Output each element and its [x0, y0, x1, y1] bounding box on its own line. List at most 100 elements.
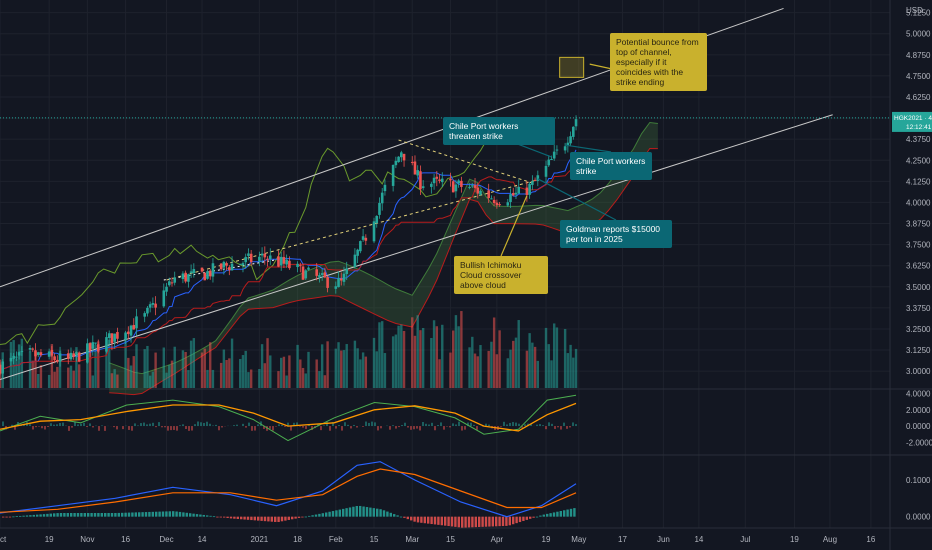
time-tick-label: Mar: [405, 535, 419, 544]
volume-bar: [326, 341, 329, 388]
osc1-histogram-bar: [557, 426, 559, 428]
candle-body: [473, 185, 477, 188]
volume-bar: [550, 360, 553, 388]
macd-histogram-bar: [97, 513, 100, 517]
volume-bar: [301, 367, 305, 388]
osc1-histogram-bar: [197, 421, 199, 427]
osc1-histogram-bar: [233, 425, 235, 427]
osc1-histogram-bar: [296, 422, 298, 427]
macd-histogram-bar: [546, 513, 549, 517]
osc1-histogram-bar: [437, 424, 439, 427]
price-tick-label: 4.2500: [906, 156, 931, 165]
macd-histogram-bar: [386, 511, 389, 517]
volume-bar: [372, 337, 376, 388]
volume-bar: [247, 372, 250, 388]
macd-histogram-bar: [573, 508, 576, 517]
candle-body: [514, 192, 518, 195]
volume-bar: [129, 365, 133, 388]
candle-body: [154, 303, 157, 308]
macd-histogram-bar: [144, 512, 148, 517]
osc1-histogram-bar: [431, 422, 433, 427]
time-tick-label: May: [571, 535, 586, 544]
osc1-orange-line: [0, 402, 577, 432]
osc1-histogram-bar: [83, 422, 85, 427]
volume-bar: [88, 347, 92, 388]
osc1-histogram-bar: [188, 426, 190, 431]
macd-histogram-bar: [372, 508, 375, 517]
candle-body: [12, 355, 15, 359]
osc1-green-line: [0, 394, 577, 442]
volume-bar: [77, 364, 81, 388]
volume-bar: [566, 353, 570, 388]
volume-bar: [547, 344, 550, 388]
candle-body: [468, 186, 471, 188]
candle-body: [127, 331, 130, 335]
osc1-histogram-bar: [275, 426, 277, 427]
annotation-connector: [500, 195, 528, 257]
candle-body: [203, 272, 207, 281]
candle-body: [525, 187, 529, 195]
candle-body: [490, 198, 493, 200]
macd-histogram-bar: [175, 511, 178, 517]
volume-bar: [490, 341, 493, 388]
macd-histogram-bar: [199, 514, 202, 517]
candle-body: [572, 126, 575, 137]
candle-body: [189, 271, 193, 273]
volume-bar: [359, 359, 362, 388]
osc1-histogram-bar: [455, 424, 457, 427]
oscillator-pane-1: [0, 394, 577, 442]
macd-histogram-bar: [348, 507, 352, 517]
osc1-histogram-bar: [71, 426, 73, 428]
candle-body: [301, 266, 305, 280]
annotation-note[interactable]: Chile Port workers strike: [570, 152, 652, 180]
macd-histogram-bar: [396, 515, 399, 517]
price-tick-label: 3.7500: [906, 241, 931, 250]
osc1-histogram-bar: [416, 426, 418, 429]
oscillator-pane-2: [0, 461, 577, 528]
osc1-histogram-bar: [302, 426, 304, 428]
osc1-histogram-bar: [161, 426, 163, 428]
volume-bar: [514, 337, 518, 388]
time-tick-label: Nov: [80, 535, 94, 544]
macd-histogram-bar: [87, 513, 90, 517]
macd-histogram-bar: [117, 512, 120, 517]
candle-body: [47, 351, 51, 357]
macd-histogram-bar: [474, 516, 477, 528]
osc1-tick-label: 2.0000: [906, 406, 931, 415]
candle-body: [323, 272, 327, 278]
macd-histogram-bar: [226, 516, 229, 518]
candle-body: [320, 273, 324, 275]
candle-body: [192, 269, 196, 274]
volume-bar: [391, 336, 395, 388]
time-tick-label: Feb: [329, 535, 343, 544]
volume-bar: [525, 350, 529, 388]
macd-histogram-bar: [471, 516, 474, 528]
candle-body: [511, 193, 515, 196]
volume-bar: [381, 321, 384, 388]
candle-body: [544, 165, 548, 177]
macd-histogram-bar: [294, 516, 297, 519]
osc1-histogram-bar: [548, 422, 550, 427]
macd-histogram-bar: [328, 511, 331, 517]
annotation-note[interactable]: Bullish Ichimoku Cloud crossover above c…: [454, 256, 548, 294]
osc1-histogram-bar: [317, 424, 319, 427]
candle-body: [391, 164, 395, 186]
annotation-note[interactable]: Goldman reports $15000 per ton in 2025: [560, 220, 672, 248]
volume-bar: [473, 353, 477, 388]
volume-bar: [334, 348, 337, 388]
macd-histogram-bar: [461, 516, 464, 528]
volume-bar: [419, 330, 422, 388]
annotation-note[interactable]: Potential bounce from top of channel, es…: [610, 33, 707, 91]
candle-body: [34, 350, 37, 357]
osc1-histogram-bar: [368, 422, 370, 427]
span-a-line: [109, 121, 658, 375]
volume-bar: [110, 373, 114, 388]
osc1-histogram-bar: [152, 422, 154, 427]
volume-bar: [457, 326, 460, 388]
macd-histogram-bar: [267, 516, 270, 522]
volume-bar: [569, 344, 572, 388]
osc1-histogram-bar: [158, 422, 160, 427]
annotation-note[interactable]: Chile Port workers threaten strike: [443, 117, 555, 145]
osc1-histogram-bar: [236, 424, 238, 427]
